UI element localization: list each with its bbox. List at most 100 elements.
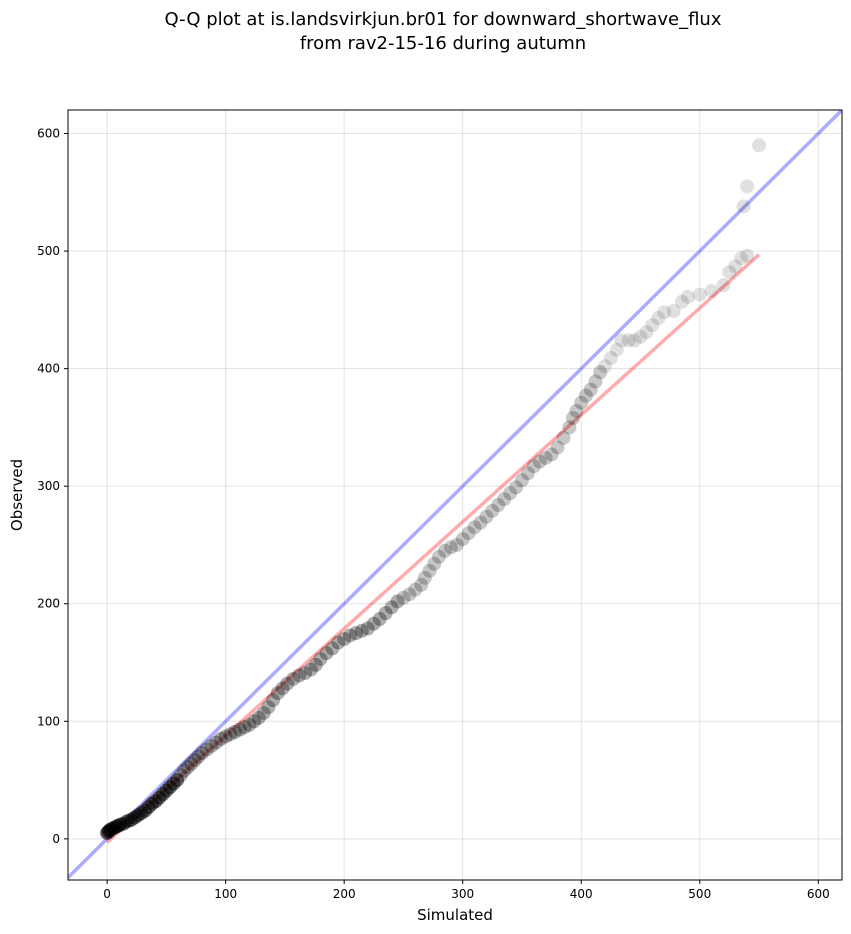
data-point [390,594,405,609]
data-point [740,248,755,263]
reference-line-1-1 [68,110,842,879]
data-point [366,616,381,631]
data-point [237,720,252,735]
data-point [422,563,437,578]
data-point [455,532,470,547]
data-point [740,179,755,194]
x-tick-label: 600 [807,887,830,901]
data-point [503,486,518,501]
data-point [184,756,199,771]
data-point [674,294,689,309]
data-point [461,526,476,541]
data-point [550,440,565,455]
data-point [408,582,423,597]
data-point [716,278,731,293]
data-point [325,641,340,656]
data-point [384,600,399,615]
data-point [270,686,285,701]
x-tick-label: 100 [214,887,237,901]
data-point [292,668,307,683]
data-point [520,466,535,481]
data-point [449,537,464,552]
data-point [633,329,648,344]
data-point [232,722,247,737]
data-point [396,590,411,605]
data-point [173,768,188,783]
y-tick-label: 200 [37,597,60,611]
grid-lines [68,110,842,880]
data-point [578,388,593,403]
data-point [597,359,612,374]
data-point [479,509,494,524]
data-point [532,454,547,469]
data-point [286,671,301,686]
data-point [275,681,290,696]
data-point [372,612,387,627]
x-tick-label: 200 [333,887,356,901]
data-point [349,626,364,641]
data-point [378,606,393,621]
data-point [402,587,417,602]
data-point [603,351,618,366]
data-point [621,333,636,348]
data-point [574,395,589,410]
data-point [491,497,506,512]
data-point [509,480,524,495]
data-point [218,729,233,744]
data-point [256,706,271,721]
data-point [313,651,328,666]
data-point [343,628,358,643]
data-point [467,520,482,535]
data-point [692,287,707,302]
data-point [261,700,276,715]
data-point [680,289,695,304]
data-point [609,342,624,357]
data-point [728,259,743,274]
data-point [427,556,442,571]
y-axis-ticks: 0 100 200 300 400 500 600 [37,127,68,846]
chart-title-line-1: Q-Q plot at is.landsvirkjun.br01 for dow… [165,9,722,30]
data-point [627,333,642,348]
data-point [360,621,375,636]
data-point [526,459,541,474]
data-point [223,727,238,742]
data-point [319,646,334,661]
data-point [437,543,452,558]
data-point [337,632,352,647]
data-point [414,577,429,592]
data-point [736,199,751,214]
data-point [588,374,603,389]
y-tick-label: 600 [37,127,60,141]
data-point [645,318,660,333]
data-point [473,515,488,530]
data-point [614,333,629,348]
data-point [191,749,206,764]
y-axis-label: Observed [8,459,26,531]
y-tick-label: 300 [37,479,60,493]
data-point [734,251,749,266]
data-point [298,666,313,681]
data-point [485,503,500,518]
data-point [266,693,281,708]
data-point [556,430,571,445]
data-point [354,623,369,638]
x-tick-label: 0 [103,887,111,901]
data-point [431,549,446,564]
data-point [180,760,195,775]
lines-layer [68,110,842,879]
data-point [583,382,598,397]
data-point [722,265,737,280]
data-point [417,570,432,585]
data-point [544,447,559,462]
y-tick-label: 100 [37,714,60,728]
data-point [242,717,257,732]
data-point [194,746,209,761]
data-point [331,635,346,650]
data-point [752,138,767,153]
data-point [187,753,202,768]
data-point [308,657,323,672]
data-point [228,724,243,739]
x-axis-label: Simulated [417,906,493,924]
y-tick-label: 400 [37,362,60,376]
